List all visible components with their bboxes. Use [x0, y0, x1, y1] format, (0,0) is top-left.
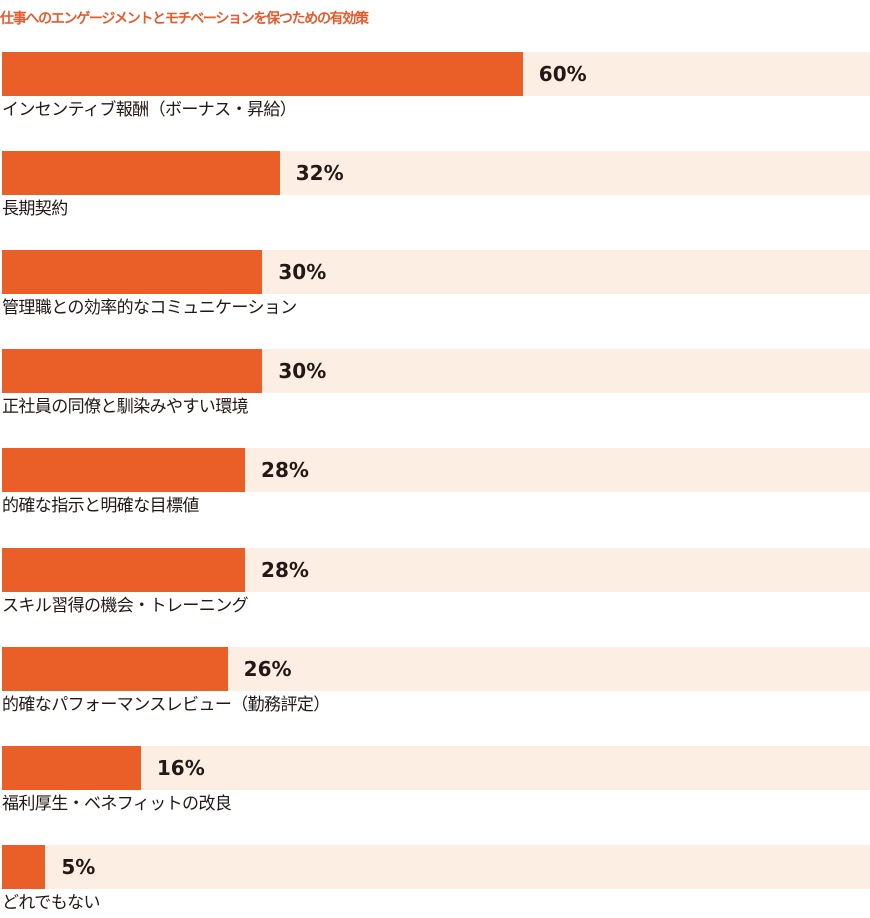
bar-row: 16% 福利厚生・ベネフィットの改良	[0, 745, 870, 816]
bar	[2, 52, 523, 96]
value-label: 26%	[243, 656, 292, 681]
bar-row: 5% どれでもない	[0, 844, 870, 915]
value-label: 28%	[261, 557, 309, 582]
bar-track: 28%	[2, 547, 870, 592]
bar-row: 30% 正社員の同僚と馴染みやすい環境	[0, 349, 870, 419]
bar	[2, 250, 263, 295]
bar-row: 28% スキル習得の機会・トレーニング	[0, 547, 870, 618]
value-label: 60%	[538, 62, 587, 86]
bar	[2, 448, 246, 493]
value-label: 16%	[156, 755, 205, 780]
category-label: インセンティブ報酬（ボーナス・昇給）	[2, 100, 297, 120]
bar-row: 60% インセンティブ報酬（ボーナス・昇給）	[0, 52, 870, 122]
bar-track: 30%	[2, 349, 870, 394]
bar	[2, 646, 228, 691]
value-label: 30%	[278, 359, 327, 384]
category-label: 的確なパフォーマンスレビュー（勤務評定）	[2, 694, 330, 715]
bar-row: 32% 長期契約	[0, 151, 870, 221]
bar-track: 60%	[2, 52, 870, 96]
value-label: 5%	[61, 854, 96, 879]
bar	[2, 745, 141, 790]
chart-title: 仕事へのエンゲージメントとモチベーションを保つための有効策	[0, 11, 369, 27]
bar-track: 32%	[2, 151, 870, 196]
bar-row: 26% 的確なパフォーマンスレビュー（勤務評定）	[0, 646, 870, 717]
bar	[2, 151, 280, 196]
bar	[2, 349, 263, 394]
category-label: 管理職との効率的なコミュニケーション	[2, 298, 297, 319]
bar-row: 30% 管理職との効率的なコミュニケーション	[0, 250, 870, 320]
value-label: 32%	[295, 161, 344, 186]
bar-row: 28% 的確な指示と明確な目標値	[0, 448, 870, 518]
category-label: 長期契約	[2, 199, 68, 220]
bar	[2, 547, 246, 592]
value-label: 28%	[261, 458, 309, 483]
category-label: どれでもない	[2, 892, 100, 913]
category-label: 福利厚生・ベネフィットの改良	[2, 793, 232, 814]
category-label: スキル習得の機会・トレーニング	[2, 595, 249, 616]
category-label: 正社員の同僚と馴染みやすい環境	[2, 397, 249, 418]
bar-track: 30%	[2, 250, 870, 295]
bar-track: 5%	[2, 844, 870, 889]
category-label: 的確な指示と明確な目標値	[2, 496, 199, 517]
bar	[2, 844, 46, 889]
bar-track: 16%	[2, 745, 870, 790]
bar-track: 28%	[2, 448, 870, 493]
value-label: 30%	[278, 260, 327, 285]
bar-track: 26%	[2, 646, 870, 691]
